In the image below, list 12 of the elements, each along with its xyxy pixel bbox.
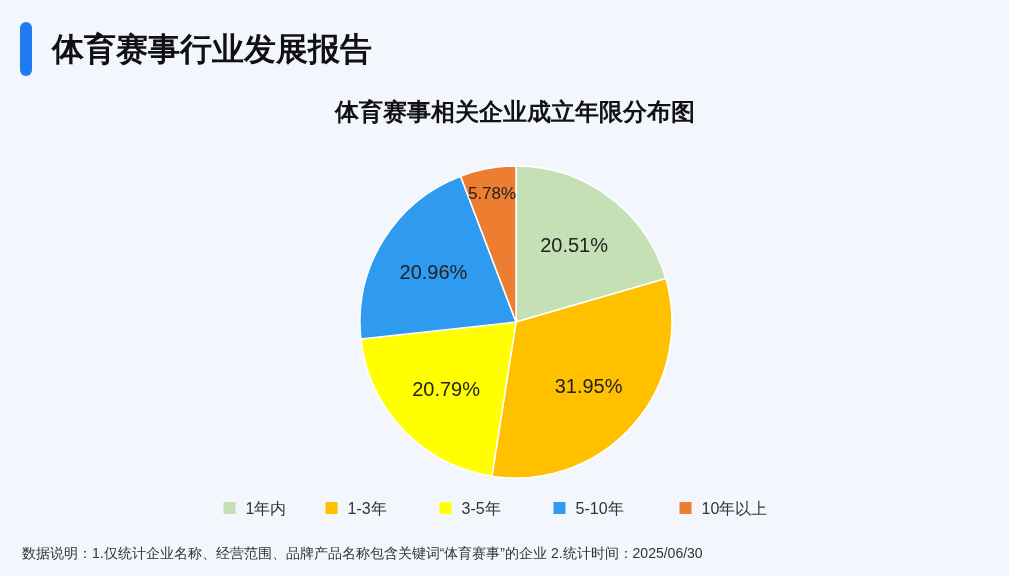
data-label: 20.96% xyxy=(399,260,468,283)
legend-label: 10年以上 xyxy=(701,500,768,517)
data-label: 20.79% xyxy=(412,377,481,400)
legend-label: 3-5年 xyxy=(461,500,501,517)
chart-title: 体育赛事行业发展报告 xyxy=(51,31,372,67)
data-label: 31.95% xyxy=(554,374,623,397)
legend-label: 5-10年 xyxy=(575,500,624,517)
legend-label: 1年内 xyxy=(245,500,287,517)
chart-subtitle: 体育赛事相关企业成立年限分布图 xyxy=(333,98,695,125)
text: 数据说明：1.仅统计企业名称、经营范围、品牌产品名称包含关键词“体育赛事”的企业 2.统计时间：2025/06/30 xyxy=(22,545,703,561)
data-label: 20.51% xyxy=(540,233,609,256)
legend-label: 1-3年 xyxy=(347,500,387,517)
